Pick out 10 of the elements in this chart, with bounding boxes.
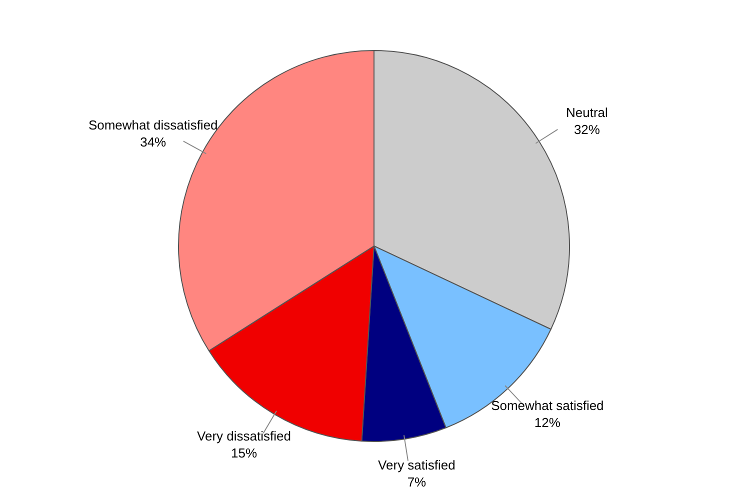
data-label: 15% xyxy=(230,445,258,460)
data-label: 12% xyxy=(534,414,561,430)
slice-label: Somewhat dissatisfied xyxy=(88,118,218,133)
data-label: 32% xyxy=(574,122,600,138)
data-label: 7% xyxy=(407,474,427,490)
data-label: 34% xyxy=(140,134,167,150)
slice-label: Very satisfied xyxy=(378,458,456,473)
slice-label: Very dissatisfied xyxy=(197,428,291,444)
slice-label: Neutral xyxy=(566,105,608,120)
slice-label: Somewhat satisfied xyxy=(491,398,604,413)
